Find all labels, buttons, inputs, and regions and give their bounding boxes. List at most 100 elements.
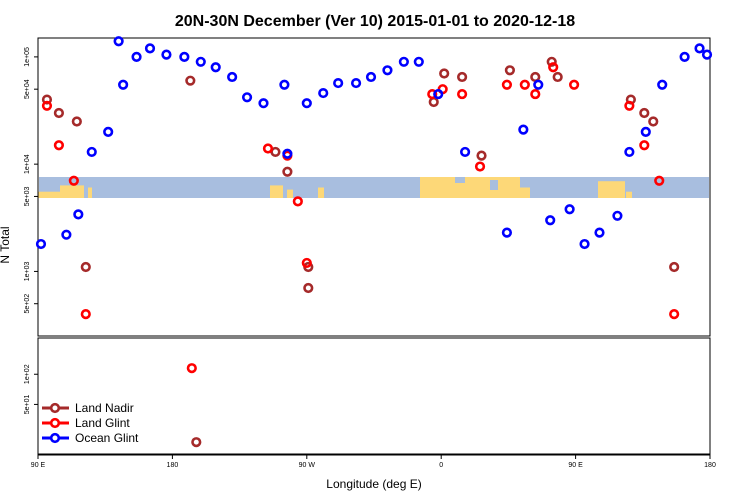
data-point (333, 77, 344, 89)
y-tick-label: 1e+03 (24, 261, 31, 281)
x-tick-label: 180 (704, 462, 716, 469)
data-point (657, 79, 668, 90)
data-point (564, 204, 575, 215)
x-tick-label: 90 E (568, 462, 583, 469)
x-tick-label: 90 E (31, 462, 46, 469)
data-point (546, 56, 557, 67)
data-point (73, 209, 84, 220)
data-point (71, 116, 82, 127)
data-point (433, 88, 444, 100)
data-point (258, 98, 269, 109)
data-point (227, 71, 238, 83)
lower-panel: 5e+01 1e+02 (24, 337, 711, 455)
data-point (669, 261, 680, 273)
series-ocean-glint (35, 36, 713, 250)
data-point (86, 146, 97, 158)
data-point (701, 49, 713, 60)
data-point (428, 96, 439, 108)
y-tick-label: 1e+02 (24, 364, 31, 384)
data-point (68, 175, 79, 186)
data-point (530, 71, 541, 83)
data-point (318, 87, 329, 99)
data-point (262, 143, 274, 154)
data-point (365, 71, 377, 83)
y-tick-label: 5e+04 (24, 79, 31, 99)
data-point (398, 56, 409, 67)
data-point (569, 79, 580, 90)
data-point (439, 68, 450, 79)
data-point (639, 140, 650, 151)
data-point (640, 126, 651, 137)
data-point (648, 116, 659, 127)
data-point (80, 261, 91, 273)
data-point (679, 51, 690, 62)
chart-title: 20N-30N December (Ver 10) 2015-01-01 to … (175, 13, 575, 30)
data-point (624, 100, 635, 111)
data-point (519, 79, 530, 90)
data-point (474, 161, 486, 172)
data-point (241, 92, 253, 103)
upper-panel: 5e+02 1e+03 5e+03 1e+04 5e+04 1e+05 (24, 36, 713, 337)
data-point (545, 215, 556, 226)
data-point (185, 75, 196, 86)
legend-label: Ocean Glint (75, 431, 139, 445)
data-point (53, 140, 65, 151)
data-point (195, 56, 206, 67)
data-point (639, 107, 650, 119)
data-point (579, 238, 590, 250)
data-point (552, 71, 563, 83)
data-point (292, 196, 303, 207)
legend-label: Land Nadir (75, 401, 134, 415)
legend-label: Land Glint (75, 416, 130, 430)
legend-marker (49, 417, 61, 429)
y-tick-label: 1e+05 (24, 47, 31, 67)
data-point (518, 124, 529, 135)
data-point (161, 49, 172, 60)
data-point (113, 36, 124, 47)
data-point (612, 210, 623, 221)
data-point (35, 238, 47, 250)
lower-panel-frame (37, 337, 711, 455)
data-point (61, 229, 72, 240)
x-tick-label: 180 (167, 462, 179, 469)
data-point (350, 77, 362, 89)
data-point (303, 282, 314, 294)
y-tick-label: 5e+02 (24, 294, 31, 314)
data-point (279, 79, 290, 90)
series-land-nadir (41, 56, 680, 294)
x-tick-label: 0 (439, 462, 443, 469)
data-point (80, 309, 91, 320)
y-tick-label: 5e+03 (24, 187, 31, 207)
data-point (103, 126, 114, 137)
data-point (694, 43, 705, 54)
data-point (41, 100, 53, 111)
data-point (457, 88, 468, 100)
data-point (53, 107, 65, 119)
y-axis-label: N Total (0, 226, 12, 263)
data-point (530, 88, 541, 100)
data-point (501, 79, 513, 90)
data-point (624, 146, 635, 158)
data-point (459, 146, 471, 158)
data-point (669, 309, 680, 320)
data-point (427, 88, 438, 100)
data-point (186, 363, 197, 374)
data-point (301, 257, 312, 269)
data-point (282, 166, 293, 177)
data-point (191, 437, 202, 448)
data-point (548, 62, 559, 73)
data-point (41, 94, 53, 105)
x-axis-label: Longitude (deg E) (326, 477, 421, 491)
world-map-band (38, 177, 709, 198)
data-point (504, 65, 515, 76)
data-point (457, 71, 468, 83)
data-point (533, 79, 544, 90)
legend-marker (49, 402, 61, 414)
data-point (413, 56, 424, 67)
data-point (301, 98, 312, 109)
data-point (476, 150, 487, 161)
legend-marker (49, 432, 61, 444)
upper-panel-frame (37, 37, 711, 337)
